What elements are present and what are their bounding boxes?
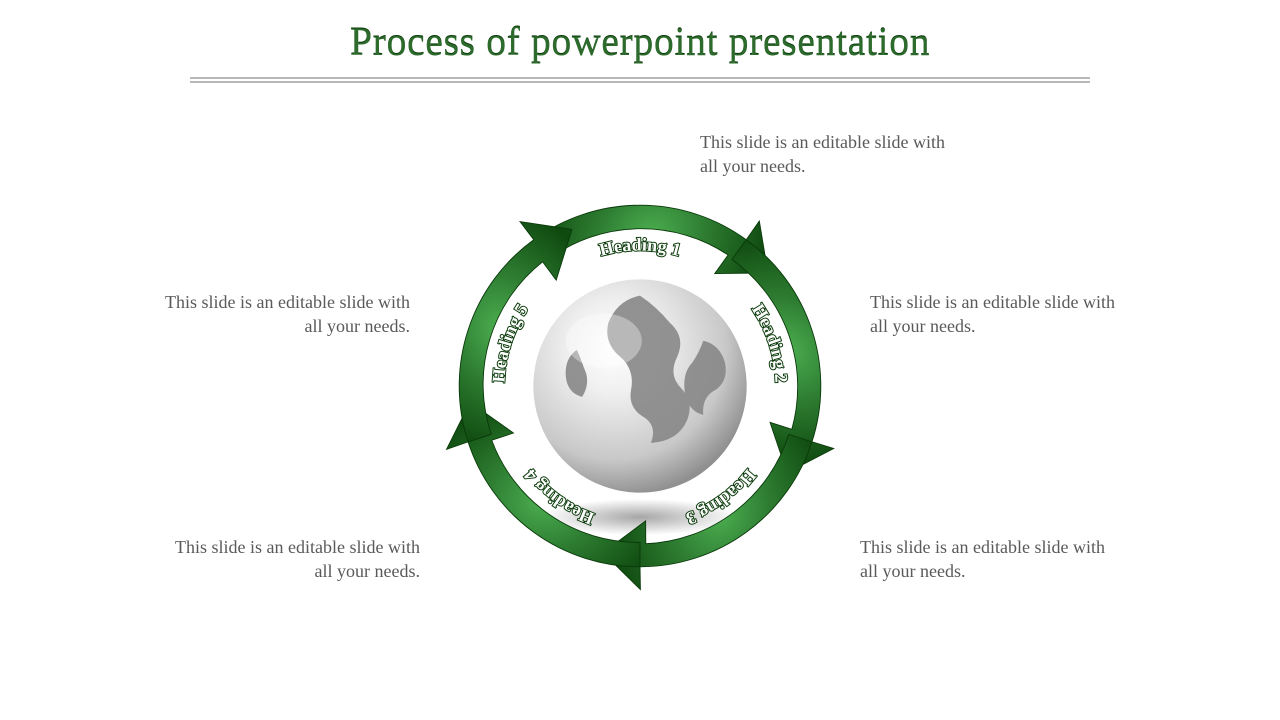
svg-text:Heading 1: Heading 1 (597, 234, 683, 260)
page-title: Process of powerpoint presentation (0, 0, 1280, 65)
title-underline (190, 77, 1090, 83)
globe-icon (533, 279, 746, 492)
callout-2: This slide is an editable slide with all… (870, 290, 1130, 339)
callout-4: This slide is an editable slide with all… (160, 535, 420, 584)
callout-5: This slide is an editable slide with all… (150, 290, 410, 339)
heading-1: Heading 1 (597, 234, 683, 260)
cycle-diagram: Heading 5 Heading 1 Heading 2 Heading 3 … (414, 160, 866, 612)
diagram-area: This slide is an editable slide with all… (0, 100, 1280, 700)
callout-3: This slide is an editable slide with all… (860, 535, 1120, 584)
